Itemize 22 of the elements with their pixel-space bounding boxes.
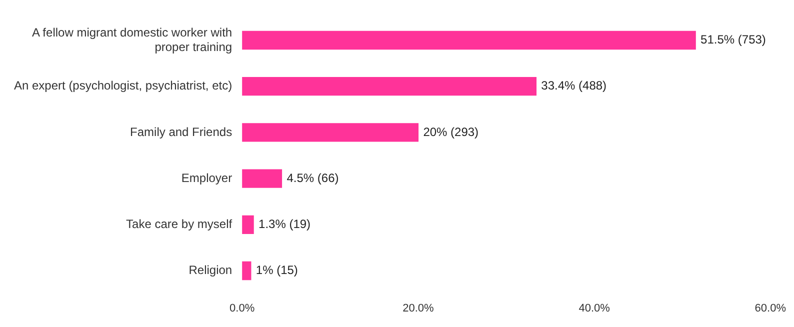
data-label: 4.5% (66): [286, 170, 339, 185]
x-tick-label: 40.0%: [578, 302, 610, 314]
data-label: 51.5% (753): [700, 32, 766, 47]
bar: [242, 30, 696, 50]
data-label: 33.4% (488): [541, 78, 607, 93]
data-label: 1% (15): [256, 263, 298, 278]
y-tick-label: Employer: [181, 170, 232, 185]
bar: [242, 261, 252, 280]
bar: [242, 215, 254, 234]
x-tick-label: 20.0%: [402, 302, 434, 314]
bar: [242, 169, 282, 188]
y-tick-label: Take care by myself: [126, 216, 233, 231]
data-label: 20% (293): [423, 124, 479, 139]
y-tick-label: A fellow migrant domestic worker with proper training: [32, 25, 232, 54]
bar: [242, 77, 537, 96]
y-tick-label: An expert (psychologist, psychiatrist, etc): [14, 78, 232, 93]
x-tick-label: 0.0%: [230, 302, 255, 314]
bar: [242, 123, 419, 142]
y-tick-label: Family and Friends: [130, 124, 232, 139]
x-tick-label: 60.0%: [754, 302, 786, 314]
y-tick-label: Religion: [188, 263, 232, 278]
data-label: 1.3% (19): [258, 216, 311, 231]
